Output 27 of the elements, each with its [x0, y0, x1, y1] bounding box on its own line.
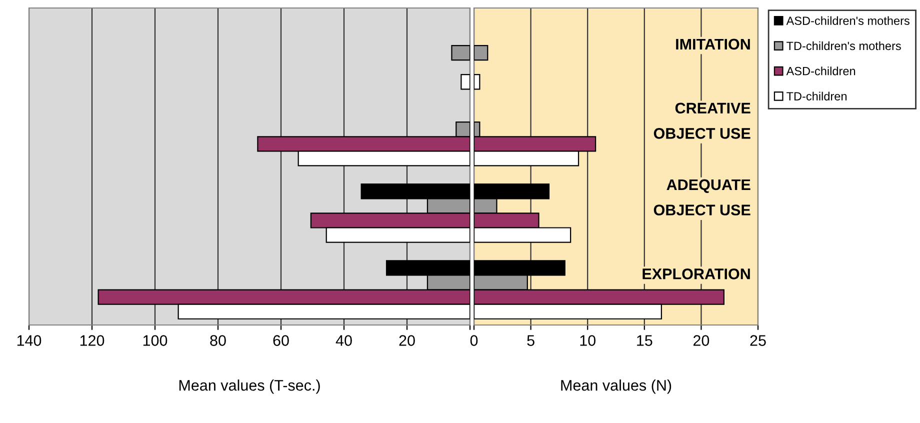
- legend-label: ASD-children's mothers: [786, 16, 910, 25]
- x-tick-label: 80: [210, 335, 226, 346]
- x-tick-label: 60: [273, 335, 289, 346]
- x-tick-label: 20: [693, 335, 710, 346]
- x-tick-label: 5: [527, 335, 534, 346]
- x-tick-label: 20: [399, 335, 415, 346]
- x-tick-label: 0: [470, 335, 478, 346]
- bar: [451, 44, 470, 61]
- category-label: EXPLORATION: [642, 268, 750, 280]
- x-tick-label: 120: [80, 335, 104, 346]
- x-tick-label: 140: [17, 335, 42, 346]
- legend-label: TD-children: [786, 92, 847, 100]
- x-tick-label: 25: [750, 335, 766, 346]
- bar: [474, 44, 488, 61]
- category-label: CREATIVE OBJECT USE: [654, 102, 750, 139]
- category-label: ADEQUATE OBJECT USE: [654, 179, 750, 216]
- x-axis-title: Mean values (T-sec.): [179, 380, 320, 394]
- bar: [474, 74, 480, 90]
- legend-label: TD-children's mothers: [786, 41, 901, 50]
- x-tick-label: 40: [336, 335, 352, 346]
- legend-label: ASD-children: [786, 66, 856, 76]
- category-label: IMITATION: [676, 38, 750, 50]
- x-tick-label: 100: [143, 335, 168, 346]
- x-tick-label: 15: [637, 335, 652, 346]
- x-axis-title: Mean values (N): [561, 380, 672, 394]
- x-tick-label: 10: [580, 335, 596, 346]
- bar: [460, 74, 470, 90]
